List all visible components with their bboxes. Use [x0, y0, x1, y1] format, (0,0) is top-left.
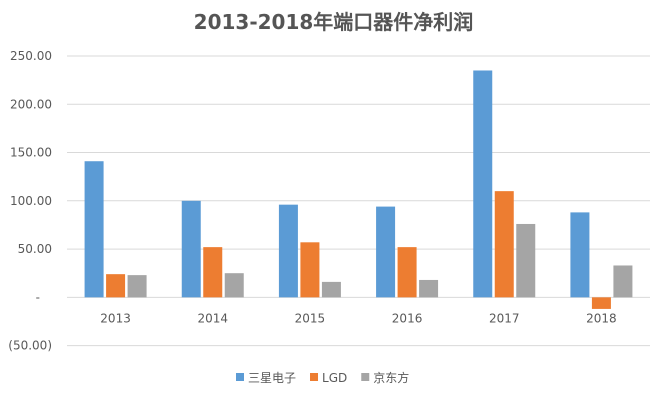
x-tick-label: 2014	[197, 311, 228, 325]
y-tick-label: 250.00	[10, 49, 52, 63]
y-tick-label: 50.00	[18, 242, 52, 256]
bar-2015-1	[300, 242, 320, 298]
bar-2018-2	[613, 265, 633, 298]
y-tick-label: 200.00	[10, 97, 52, 111]
legend-label: 三星电子	[248, 371, 296, 385]
bar-2014-1	[203, 247, 223, 298]
y-tick-label: 100.00	[10, 194, 52, 208]
bar-2013-0	[84, 161, 104, 298]
chart-title: 2013-2018年端口器件净利润	[193, 10, 474, 34]
y-tick-label: -	[36, 290, 40, 304]
legend-swatch	[236, 373, 244, 381]
bar-2018-1	[591, 297, 611, 309]
legend-swatch	[310, 373, 319, 381]
bar-2013-2	[127, 275, 147, 298]
bar-2017-2	[516, 223, 536, 298]
legend-swatch	[361, 373, 370, 381]
bar-2016-1	[397, 247, 417, 298]
bar-2018-0	[570, 212, 590, 298]
y-tick-label: 150.00	[10, 146, 52, 160]
bar-2013-1	[106, 274, 126, 298]
legend-label: 京东方	[373, 370, 409, 385]
bar-2016-0	[376, 206, 396, 298]
x-tick-label: 2018	[586, 311, 617, 325]
y-tick-label: (50.00)	[8, 339, 52, 353]
x-tick-label: 2015	[295, 311, 326, 325]
bar-2016-2	[419, 279, 439, 298]
bar-2015-2	[321, 281, 341, 298]
bar-2014-0	[181, 200, 201, 298]
bar-2017-0	[473, 70, 493, 298]
bar-2014-2	[224, 273, 244, 298]
legend-label: LGD	[322, 371, 347, 385]
bar-2017-1	[494, 191, 514, 298]
bar-2015-0	[278, 204, 298, 298]
x-tick-label: 2016	[392, 311, 423, 325]
x-tick-label: 2017	[489, 311, 520, 325]
x-tick-label: 2013	[100, 311, 131, 325]
